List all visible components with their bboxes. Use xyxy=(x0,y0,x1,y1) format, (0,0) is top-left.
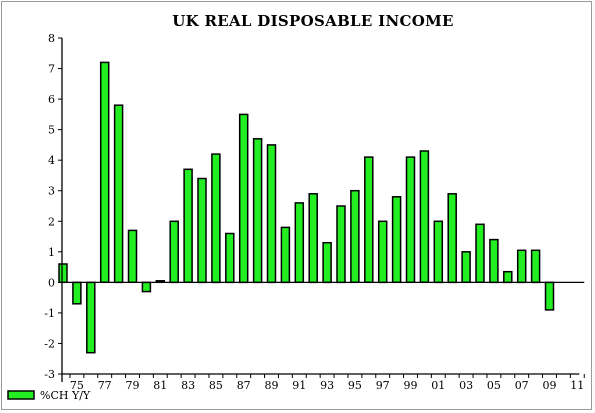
x-tick-label: 89 xyxy=(265,379,279,392)
bar-1983 xyxy=(183,168,193,284)
bar-1998 xyxy=(391,196,402,284)
bar-2007 xyxy=(516,249,527,284)
bar-2004 xyxy=(475,223,485,284)
bar-1986 xyxy=(225,232,235,284)
x-tick-label: 79 xyxy=(126,379,140,392)
y-tick-label: 0 xyxy=(48,276,55,289)
legend: %CH Y/Y xyxy=(7,389,91,402)
x-tick-label: 83 xyxy=(181,379,195,392)
bar-1977 xyxy=(99,61,110,284)
bar-1990 xyxy=(280,226,291,284)
y-axis: 8 7 6 5 4 3 2 1 0 -1 -2 -3 xyxy=(44,32,585,382)
y-tick-label: -2 xyxy=(44,337,55,350)
x-tick-label: 03 xyxy=(459,379,473,392)
y-tick-label: -3 xyxy=(44,368,55,381)
bar-1996 xyxy=(364,156,374,284)
bar-2003 xyxy=(461,251,471,284)
bar-1980 xyxy=(141,281,152,293)
y-tick-label: 5 xyxy=(48,124,55,137)
bar-1989 xyxy=(266,144,277,284)
x-tick-label: 81 xyxy=(153,379,167,392)
x-axis: 75 77 79 81 83 85 87 89 91 93 95 97 99 01 03 05 07 09 11 xyxy=(62,373,585,392)
x-tick-label: 85 xyxy=(209,379,223,392)
legend-label: %CH Y/Y xyxy=(40,389,91,402)
bar-2000 xyxy=(419,150,430,284)
bar-1984 xyxy=(197,177,207,284)
bar-1985 xyxy=(211,153,221,284)
y-tick-label: 6 xyxy=(48,93,55,106)
x-tick-label: 07 xyxy=(515,379,529,392)
x-tick-label: 05 xyxy=(487,379,501,392)
y-tick-label: 1 xyxy=(48,246,55,259)
y-tick-label: 3 xyxy=(48,185,55,198)
x-tick-label: 11 xyxy=(570,379,584,392)
bar-1999 xyxy=(405,156,416,284)
bar-2009 xyxy=(544,281,555,311)
x-tick-label: 97 xyxy=(376,379,390,392)
bars-group xyxy=(58,61,555,354)
y-tick-label: 7 xyxy=(48,63,55,76)
x-tick-label: 77 xyxy=(98,379,112,392)
bar-1976 xyxy=(86,281,96,354)
bar-1988 xyxy=(252,138,263,284)
x-tick-label: 93 xyxy=(320,379,334,392)
y-tick-label: -1 xyxy=(44,307,55,320)
x-tick-label: 01 xyxy=(431,379,445,392)
bar-2005 xyxy=(489,238,499,284)
bar-1978 xyxy=(113,104,124,284)
bar-2002 xyxy=(447,193,457,284)
x-tick-label: 99 xyxy=(404,379,418,392)
x-tick-label: 91 xyxy=(292,379,306,392)
bar-2001 xyxy=(433,220,444,284)
bar-1979 xyxy=(127,229,138,284)
chart-title: UK REAL DISPOSABLE INCOME xyxy=(172,12,453,30)
bar-1987 xyxy=(238,113,249,284)
x-tick-label: 09 xyxy=(543,379,557,392)
x-tick-label: 87 xyxy=(237,379,251,392)
x-tick-label: 75 xyxy=(70,379,84,392)
bar-2008 xyxy=(530,249,541,284)
bar-2006 xyxy=(503,270,513,284)
bar-1997 xyxy=(377,220,388,284)
bar-1975 xyxy=(72,281,82,305)
y-tick-label: 2 xyxy=(48,215,55,228)
bar-1992 xyxy=(308,193,318,284)
bar-1993 xyxy=(322,241,332,284)
bar-1994 xyxy=(336,205,346,284)
x-tick-label: 95 xyxy=(348,379,362,392)
y-tick-label: 8 xyxy=(48,32,55,45)
y-tick-label: 4 xyxy=(48,154,55,167)
legend-swatch xyxy=(7,390,35,400)
bar-1974 xyxy=(58,263,68,284)
bar-1982 xyxy=(169,220,179,284)
bar-1991 xyxy=(294,202,305,284)
bar-1995 xyxy=(350,189,360,284)
